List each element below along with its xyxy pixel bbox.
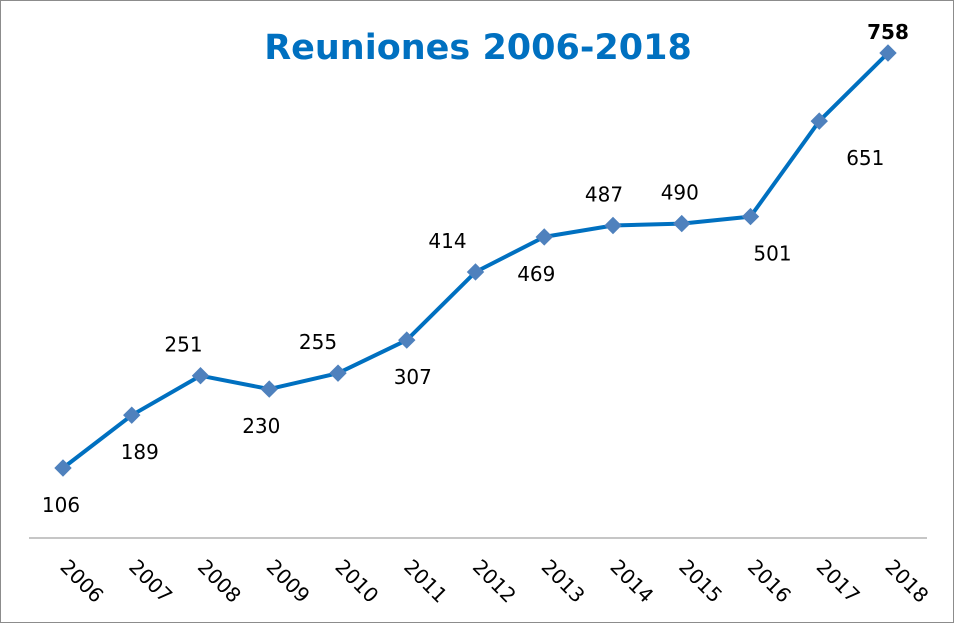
x-tick-label: 2006	[55, 555, 108, 608]
chart-title: Reuniones 2006-2018	[264, 28, 692, 68]
x-tick-label: 2017	[812, 555, 865, 608]
data-point-marker	[398, 331, 416, 349]
x-tick-label: 2012	[468, 555, 521, 608]
x-tick-label: 2018	[880, 555, 933, 608]
data-label: 230	[242, 414, 280, 438]
data-point-marker	[810, 112, 828, 130]
x-tick-label: 2009	[262, 555, 315, 608]
data-point-marker	[54, 459, 72, 477]
data-label: 255	[299, 330, 337, 354]
x-tick-label: 2014	[605, 555, 658, 608]
series-group: 106 189 251 230 255 307 414 469 487 490 501 651 758	[42, 20, 909, 517]
data-label: 758	[867, 20, 909, 44]
data-label: 251	[164, 333, 202, 357]
data-point-marker	[673, 214, 691, 233]
data-point-marker	[260, 380, 278, 398]
data-point-marker	[123, 406, 141, 424]
x-tick-label: 2016	[743, 555, 796, 608]
data-point-marker	[879, 44, 897, 62]
data-label: 106	[42, 493, 80, 517]
data-label: 490	[661, 181, 699, 205]
x-tick-label: 2015	[674, 555, 727, 608]
data-label: 487	[585, 183, 623, 207]
data-point-marker	[466, 263, 485, 281]
x-tick-label: 2013	[537, 555, 590, 608]
data-point-marker	[535, 228, 553, 246]
data-label: 307	[394, 365, 432, 389]
x-tick-label: 2008	[193, 555, 246, 608]
data-point-marker	[741, 207, 760, 226]
x-tick-label: 2011	[399, 555, 452, 608]
data-point-marker	[329, 364, 347, 382]
data-point-marker	[604, 216, 622, 235]
x-tick-label: 2010	[330, 555, 383, 608]
data-label: 189	[121, 440, 159, 464]
data-label: 469	[517, 262, 555, 286]
data-point-marker	[191, 366, 210, 385]
data-label: 651	[846, 146, 884, 170]
x-tick-label: 2007	[124, 555, 177, 608]
data-label: 414	[428, 229, 466, 253]
x-tick-labels: 2006 2007 2008 2009 2010 2011 2012 2013 2014 2015…	[55, 555, 933, 608]
data-label: 501	[753, 242, 791, 266]
